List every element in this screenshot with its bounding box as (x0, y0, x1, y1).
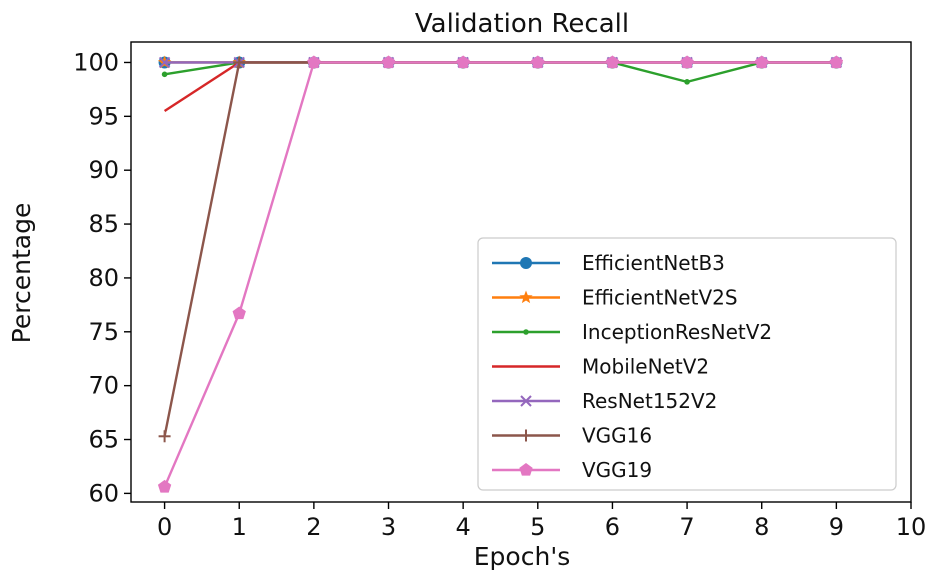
legend-label-mobilenetv2: MobileNetV2 (582, 355, 709, 379)
x-tick-label: 5 (530, 513, 545, 541)
y-tick-label: 85 (88, 210, 119, 238)
x-tick-label: 2 (306, 513, 321, 541)
legend-marker-vgg16 (520, 429, 532, 442)
legend-marker-efficientnetv2s (519, 290, 533, 304)
legend-item-efficientnetb3: EfficientNetB3 (492, 251, 725, 275)
legend-item-inceptionresnetv2: InceptionResNetV2 (492, 320, 772, 344)
x-tick-label: 3 (381, 513, 396, 541)
data-point-vgg19 (232, 306, 246, 320)
legend-label-inceptionresnetv2: InceptionResNetV2 (582, 320, 772, 344)
legend: EfficientNetB3 EfficientNetV2S InceptionRe… (477, 237, 897, 491)
data-point-vgg19 (307, 55, 321, 69)
x-tick-label: 7 (679, 513, 694, 541)
chart-title: Validation Recall (415, 9, 629, 39)
y-axis-label: Percentage (7, 203, 36, 344)
data-point-vgg19 (381, 55, 396, 69)
legend-item-efficientnetv2s: EfficientNetV2S (492, 286, 738, 310)
legend-label-efficientnetv2s: EfficientNetV2S (582, 286, 738, 310)
y-tick-label: 65 (88, 426, 119, 454)
x-axis-label: Epoch's (474, 542, 570, 571)
x-tick-label: 0 (157, 513, 172, 541)
y-tick-label: 100 (73, 48, 119, 76)
series-line-vgg19 (163, 61, 837, 488)
series-vgg19 (157, 55, 844, 493)
legend-label-efficientnetb3: EfficientNetB3 (582, 251, 725, 275)
legend-marker-vgg19 (519, 463, 533, 476)
data-point-resnet152v2 (158, 56, 171, 69)
legend-item-resnet152v2: ResNet152V2 (492, 389, 717, 413)
y-tick-label: 80 (88, 264, 119, 292)
legend-marker-resnet152v2 (520, 395, 532, 407)
y-tick-label: 90 (88, 156, 119, 184)
y-tick-label: 60 (88, 479, 119, 507)
x-tick-label: 9 (829, 513, 844, 541)
axes-frame (130, 41, 912, 503)
legend-label-vgg19: VGG19 (582, 458, 652, 482)
x-tick-label: 10 (896, 513, 927, 541)
data-point-vgg19 (456, 55, 470, 69)
legend-box (477, 237, 897, 491)
plot-area: 0 1 2 3 4 5 6 7 8 9 10 60 65 70 75 80 85 90 95 100 (73, 41, 927, 541)
data-point-vgg19 (755, 55, 769, 69)
legend-marker-inceptionresnetv2 (523, 329, 529, 335)
series-line-inceptionresnetv2 (164, 61, 837, 84)
data-point-inceptionresnetv2 (161, 71, 168, 78)
data-point-vgg19 (680, 55, 694, 69)
data-point-vgg19 (531, 55, 545, 69)
y-tick-label: 95 (88, 102, 119, 130)
x-tick-label: 6 (605, 513, 620, 541)
data-point-vgg19 (157, 479, 172, 493)
x-tick-label: 8 (754, 513, 769, 541)
legend-marker-efficientnetb3 (520, 257, 532, 269)
legend-item-vgg16: VGG16 (492, 424, 652, 448)
y-tick-label: 70 (88, 372, 119, 400)
x-tick-label: 1 (232, 513, 247, 541)
legend-item-mobilenetv2: MobileNetV2 (492, 355, 709, 379)
x-tick-label: 4 (456, 513, 471, 541)
data-point-vgg19 (605, 55, 620, 69)
data-point-vgg16 (158, 430, 171, 443)
legend-label-vgg16: VGG16 (582, 424, 652, 448)
legend-label-resnet152v2: ResNet152V2 (582, 389, 717, 413)
data-point-vgg16 (233, 56, 246, 69)
data-point-inceptionresnetv2 (684, 79, 690, 85)
data-point-vgg19 (829, 55, 844, 69)
legend-item-vgg19: VGG19 (492, 458, 652, 482)
y-tick-label: 75 (88, 318, 119, 346)
